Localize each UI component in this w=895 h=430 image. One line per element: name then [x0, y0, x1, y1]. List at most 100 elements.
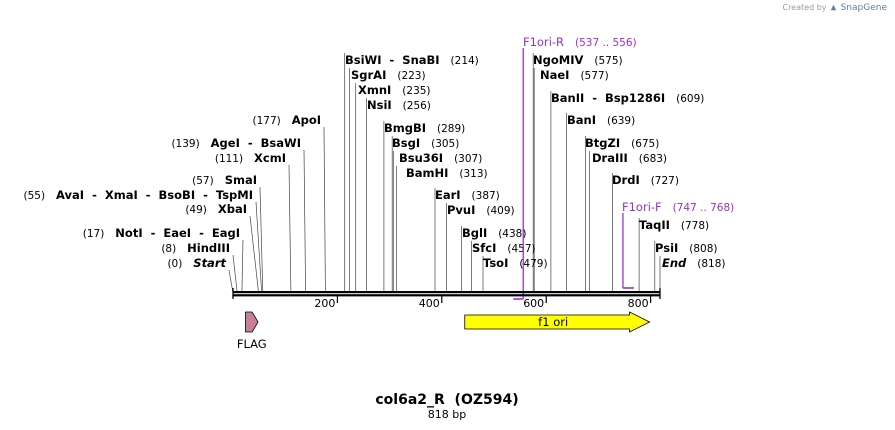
site-label-sfci: SfcI (457)	[472, 241, 536, 255]
site-pos-bani: (639)	[607, 115, 635, 127]
site-pos-pvui: (409)	[486, 205, 514, 217]
site-label-naei: NaeI (577)	[540, 68, 609, 82]
site-pos-hindiii: (8)	[161, 243, 176, 255]
site-label-psii: PsiI (808)	[655, 241, 718, 255]
site-name-xcmi: XcmI	[254, 151, 286, 165]
site-name-bmgbi: BmgBI	[384, 121, 426, 135]
site-pos-xcmi: (111)	[215, 153, 243, 165]
map-title: col6a2_R (OZ594)	[375, 392, 518, 408]
site-name-tsoi: TsoI	[483, 256, 508, 270]
primer-label-f1ori-f: F1ori-F (747 .. 768)	[622, 200, 734, 214]
site-label-tsoi: TsoI (479)	[483, 256, 548, 270]
site-name-bsgi: BsgI	[392, 136, 420, 150]
primer-range-f1ori-r: (537 .. 556)	[575, 37, 637, 49]
primer-name-f1ori-r: F1ori-R	[523, 35, 564, 49]
site-label-apoi: (177) ApoI	[252, 113, 321, 127]
site-name-bani: BanI	[567, 113, 596, 127]
site-line-xcmi	[288, 164, 292, 294]
site-label-noti-eaei-eagi: (17) NotI - EaeI - EagI	[83, 226, 240, 240]
site-name-drdi: DrdI	[612, 173, 640, 187]
primers: F1ori-R (537 .. 556) F1ori-F (747 .. 768)	[513, 35, 734, 300]
feature-label-f1-ori: f1 ori	[538, 315, 568, 329]
site-pos-start: (0)	[167, 258, 182, 270]
site-name-bsu36i: Bsu36I	[399, 151, 443, 165]
site-name-smai: SmaI	[225, 173, 257, 187]
site-name-apoi: ApoI	[292, 113, 321, 127]
site-label-xmni: XmnI (235)	[358, 83, 431, 97]
site-line-agei-bsawi	[303, 149, 306, 294]
site-pos-sgrai: (223)	[397, 70, 425, 82]
site-pos-nsii: (256)	[403, 100, 431, 112]
site-pos-xbai: (49)	[185, 204, 207, 216]
site-name-xbai: XbaI	[218, 202, 247, 216]
site-pos-bmgbi: (289)	[437, 123, 465, 135]
site-pos-eari: (387)	[472, 190, 500, 202]
site-pos-noti-eaei-eagi: (17)	[83, 228, 105, 240]
map-length: 818 bp	[428, 408, 466, 421]
site-name-bgli: BglI	[462, 226, 487, 240]
site-label-btgzi: BtgZI (675)	[585, 136, 659, 150]
site-label-drdi: DrdI (727)	[612, 173, 679, 187]
site-name-pvui: PvuI	[447, 203, 475, 217]
ruler: 200 400 600 800	[314, 296, 652, 310]
snapgene-credit: Created by SnapGene	[782, 3, 887, 13]
site-leader-lines	[228, 53, 661, 294]
snapgene-logo-icon	[830, 4, 837, 11]
site-pos-drdi: (727)	[651, 175, 679, 187]
site-name-sfci: SfcI	[472, 241, 496, 255]
site-label-taqii: TaqII (778)	[639, 218, 709, 232]
site-name-start: Start	[193, 256, 226, 270]
feature-label-flag: FLAG	[237, 337, 267, 351]
site-name-xmni: XmnI	[358, 83, 391, 97]
site-name-taqii: TaqII	[639, 218, 670, 232]
ruler-label-800: 800	[628, 297, 649, 310]
site-label-xbai: (49) XbaI	[185, 202, 247, 216]
site-label-bamhi: BamHI (313)	[406, 166, 488, 180]
site-line-smai	[259, 186, 264, 294]
site-label-nsii: NsiI (256)	[367, 98, 431, 112]
site-label-sgrai: SgrAI (223)	[351, 68, 426, 82]
site-label-start: (0) Start	[167, 256, 226, 270]
ruler-label-600: 600	[523, 297, 544, 310]
feature-f1-ori	[464, 311, 651, 333]
site-label-banii-bsp1286i: BanII - Bsp1286I (609)	[551, 91, 704, 105]
site-pos-psii: (808)	[689, 243, 717, 255]
site-name-bsiwi-snabi: BsiWI - SnaBI	[345, 53, 440, 67]
site-pos-bamhi: (313)	[459, 168, 487, 180]
site-name-bamhi: BamHI	[406, 166, 448, 180]
primer-range-f1ori-f: (747 .. 768)	[673, 202, 735, 214]
primer-name-f1ori-f: F1ori-F	[622, 200, 662, 214]
site-pos-banii-bsp1286i: (609)	[676, 93, 704, 105]
site-name-btgzi: BtgZI	[585, 136, 620, 150]
site-line-noti-eaei-eagi	[241, 239, 244, 294]
site-line-apoi	[323, 126, 326, 294]
site-name-eari: EarI	[435, 188, 461, 202]
site-labels: (0) Start(8) HindIII(17) NotI - EaeI - E…	[24, 53, 726, 270]
site-name-banii-bsp1286i: BanII - Bsp1286I	[551, 91, 665, 105]
site-name-sgrai: SgrAI	[351, 68, 386, 82]
features: f1 ori FLAG	[237, 311, 651, 351]
site-name-psii: PsiI	[655, 241, 678, 255]
site-name-avai-xmai-bsobi-tspmi: AvaI - XmaI - BsoBI - TspMI	[56, 188, 253, 202]
site-name-end: End	[662, 256, 687, 270]
site-pos-tsoi: (479)	[519, 258, 547, 270]
site-pos-draiii: (683)	[639, 153, 667, 165]
site-label-pvui: PvuI (409)	[447, 203, 515, 217]
site-label-xcmi: (111) XcmI	[215, 151, 286, 165]
site-pos-taqii: (778)	[681, 220, 709, 232]
site-pos-btgzi: (675)	[631, 138, 659, 150]
site-pos-bgli: (438)	[498, 228, 526, 240]
primer-label-f1ori-r: F1ori-R (537 .. 556)	[523, 35, 637, 49]
site-label-avai-xmai-bsobi-tspmi: (55) AvaI - XmaI - BsoBI - TspMI	[24, 188, 253, 202]
site-label-agei-bsawi: (139) AgeI - BsaWI	[171, 136, 301, 150]
ruler-label-400: 400	[419, 297, 440, 310]
site-label-bsu36i: Bsu36I (307)	[399, 151, 482, 165]
site-label-bgli: BglI (438)	[462, 226, 526, 240]
site-line-start	[228, 269, 234, 294]
site-line-xbai	[249, 215, 259, 294]
site-label-ngomiv: NgoMIV (575)	[533, 53, 623, 67]
ruler-label-200: 200	[314, 297, 335, 310]
site-name-ngomiv: NgoMIV	[533, 53, 583, 67]
site-name-naei: NaeI	[540, 68, 569, 82]
